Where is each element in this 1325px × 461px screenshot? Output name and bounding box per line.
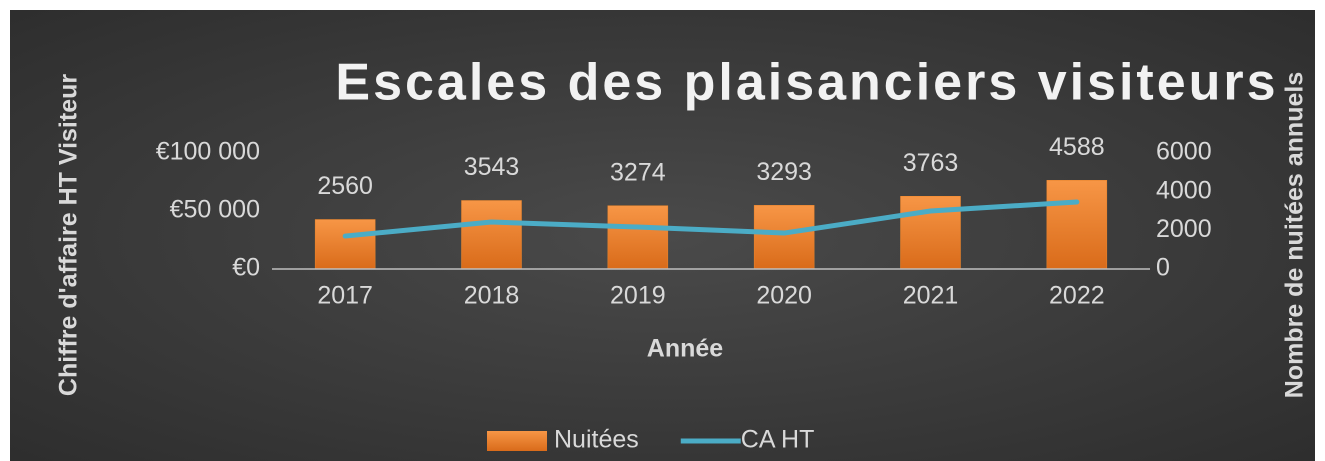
bar bbox=[1046, 180, 1108, 270]
y2-tick-label: 4000 bbox=[1156, 176, 1212, 204]
bar bbox=[900, 195, 961, 270]
y-tick-label: €0 bbox=[232, 254, 260, 282]
data-label: 3543 bbox=[464, 153, 520, 181]
legend-label: CA HT bbox=[741, 426, 815, 454]
x-tick-label: 2021 bbox=[903, 282, 959, 310]
y-tick-label: €100 000 bbox=[156, 138, 260, 166]
bar bbox=[314, 219, 376, 270]
legend-swatch bbox=[487, 431, 547, 451]
bar bbox=[607, 205, 669, 270]
x-tick-label: 2020 bbox=[756, 282, 812, 310]
x-tick-label: 2019 bbox=[610, 282, 666, 310]
bar bbox=[753, 205, 815, 270]
data-label: 4588 bbox=[1049, 133, 1105, 161]
x-tick-label: 2022 bbox=[1049, 282, 1105, 310]
line bbox=[342, 199, 1080, 239]
x-axis-title: Année bbox=[647, 335, 724, 363]
x-tick-label: 2017 bbox=[317, 282, 373, 310]
data-label: 3293 bbox=[756, 158, 812, 186]
legend-label: Nuitées bbox=[554, 426, 639, 454]
y-axis-title: Chiffre d'affaire HT Visiteur bbox=[55, 74, 83, 396]
x-tick-label: 2018 bbox=[464, 282, 520, 310]
bar bbox=[461, 200, 522, 270]
data-label: 2560 bbox=[317, 172, 373, 200]
y2-tick-label: 0 bbox=[1156, 254, 1170, 282]
y2-tick-label: 6000 bbox=[1156, 138, 1212, 166]
y2-axis-title: Nombre de nuitées annuels bbox=[1281, 72, 1309, 398]
data-label: 3274 bbox=[610, 158, 666, 186]
y2-tick-label: 2000 bbox=[1156, 215, 1212, 243]
data-label: 3763 bbox=[903, 149, 959, 177]
chart-title: Escales des plaisanciers visiteurs bbox=[335, 54, 1278, 112]
y-tick-label: €50 000 bbox=[170, 196, 260, 224]
